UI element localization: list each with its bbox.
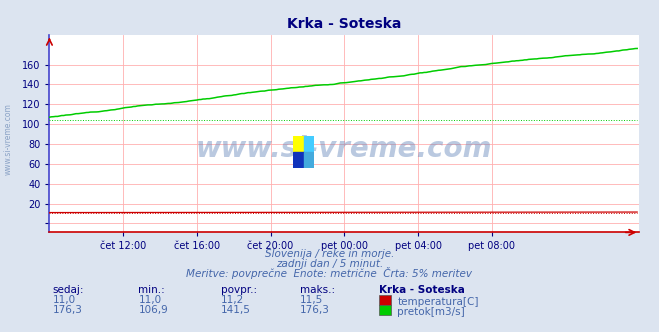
Bar <box>304 152 314 168</box>
Text: 11,5: 11,5 <box>300 295 323 305</box>
Bar <box>304 136 314 152</box>
Text: min.:: min.: <box>138 285 165 295</box>
Text: maks.:: maks.: <box>300 285 335 295</box>
Bar <box>293 136 304 152</box>
Text: 11,0: 11,0 <box>138 295 161 305</box>
Text: temperatura[C]: temperatura[C] <box>397 297 479 307</box>
Text: Meritve: povprečne  Enote: metrične  Črta: 5% meritev: Meritve: povprečne Enote: metrične Črta:… <box>186 267 473 279</box>
Text: sedaj:: sedaj: <box>53 285 84 295</box>
Text: 11,0: 11,0 <box>53 295 76 305</box>
Text: www.si-vreme.com: www.si-vreme.com <box>196 135 492 163</box>
Text: 11,2: 11,2 <box>221 295 244 305</box>
Text: Krka - Soteska: Krka - Soteska <box>379 285 465 295</box>
Text: Slovenija / reke in morje.: Slovenija / reke in morje. <box>265 249 394 259</box>
Text: povpr.:: povpr.: <box>221 285 257 295</box>
Text: 176,3: 176,3 <box>300 305 330 315</box>
Title: Krka - Soteska: Krka - Soteska <box>287 17 401 31</box>
Text: 106,9: 106,9 <box>138 305 168 315</box>
Text: zadnji dan / 5 minut.: zadnji dan / 5 minut. <box>276 259 383 269</box>
Text: 176,3: 176,3 <box>53 305 82 315</box>
Bar <box>293 152 304 168</box>
Text: www.si-vreme.com: www.si-vreme.com <box>4 104 13 175</box>
Text: 141,5: 141,5 <box>221 305 250 315</box>
Text: pretok[m3/s]: pretok[m3/s] <box>397 307 465 317</box>
